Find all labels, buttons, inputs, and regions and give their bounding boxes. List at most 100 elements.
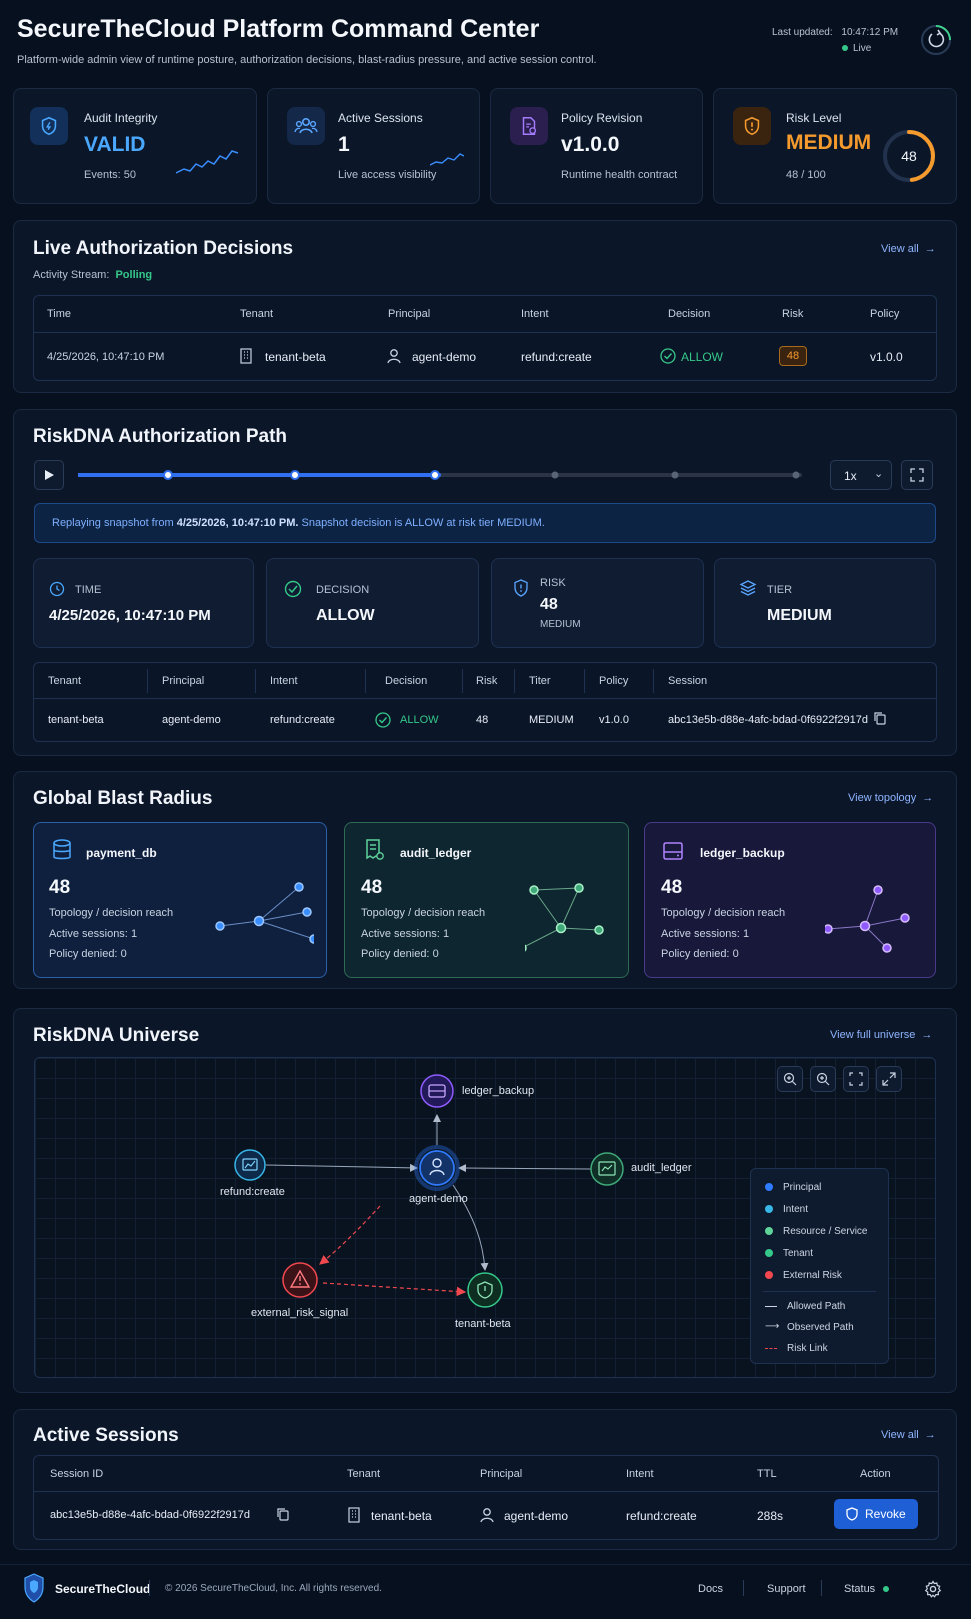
table-row[interactable]: abc13e5b-d88e-4afc-bdad-0f6922f2917d ten… xyxy=(34,1492,938,1540)
denied-label: Policy denied: xyxy=(661,948,730,960)
col-tier: Titer xyxy=(529,675,551,687)
cell-policy: v1.0.0 xyxy=(870,350,903,364)
shield-bolt-icon xyxy=(30,107,68,145)
stat-sub: MEDIUM xyxy=(540,619,581,630)
col-session-id: Session ID xyxy=(50,1468,104,1480)
stat-decision: DECISION ALLOW xyxy=(266,558,479,648)
table-row[interactable]: tenant-beta agent-demo refund:create ALL… xyxy=(34,699,936,742)
play-icon xyxy=(45,470,54,480)
fullscreen-button[interactable] xyxy=(901,460,933,490)
col-risk: Risk xyxy=(782,308,804,320)
cell-intent: refund:create xyxy=(521,350,592,364)
blast-value: 48 xyxy=(49,877,71,898)
legend-label: Principal xyxy=(783,1182,822,1193)
node-label-ledger-backup[interactable]: ledger_backup xyxy=(462,1085,535,1097)
stat-label: TIER xyxy=(767,584,793,596)
footer-docs-link[interactable]: Docs xyxy=(698,1583,724,1595)
blast-denied: Policy denied: 0 xyxy=(661,948,739,960)
col-decision: Decision xyxy=(668,308,711,320)
kpi-risk-level[interactable]: Risk Level MEDIUM 48 / 100 48 xyxy=(713,88,957,204)
copy-session-button[interactable] xyxy=(873,711,889,727)
replay-timeline[interactable] xyxy=(78,465,820,485)
blast-card-payment-db[interactable]: payment_db 48 Topology / decision reach … xyxy=(33,822,327,978)
denied-value: 0 xyxy=(120,948,127,960)
sparkline-sessions xyxy=(430,153,464,166)
cell-tenant: tenant-beta xyxy=(48,714,104,726)
arrow-right-icon: → xyxy=(924,1429,936,1441)
user-icon xyxy=(387,349,401,364)
blast-card-ledger-backup[interactable]: ledger_backup 48 Topology / decision rea… xyxy=(644,822,936,978)
denied-value: 0 xyxy=(732,948,739,960)
node-label-agent-demo[interactable]: agent-demo xyxy=(409,1193,468,1205)
mini-topology-graph xyxy=(215,882,314,944)
revoke-label: Revoke xyxy=(865,1507,906,1521)
col-session: Session xyxy=(668,675,708,687)
col-decision: Decision xyxy=(385,675,428,687)
building-icon xyxy=(240,348,252,364)
line-dashed-icon xyxy=(765,1347,777,1349)
timeline-step xyxy=(430,470,440,480)
kpi-value: 1 xyxy=(338,133,350,156)
policy-doc-icon xyxy=(510,107,548,145)
risk-badge: 48 xyxy=(779,346,807,366)
expand-diagonal-icon xyxy=(882,1072,896,1086)
node-label-external-risk[interactable]: external_risk_signal xyxy=(251,1307,349,1319)
expand-universe-button[interactable] xyxy=(876,1066,902,1092)
col-risk: Risk xyxy=(476,675,498,687)
view-full-universe-link[interactable]: View full universe → xyxy=(830,1029,932,1041)
footer-support-link[interactable]: Support xyxy=(767,1583,806,1595)
node-label-tenant-beta[interactable]: tenant-beta xyxy=(455,1318,511,1330)
divider xyxy=(821,1580,822,1596)
section-title: Global Blast Radius xyxy=(33,788,213,809)
shield-alert-icon xyxy=(514,579,528,597)
node-label-refund-create[interactable]: refund:create xyxy=(220,1186,285,1198)
play-button[interactable] xyxy=(34,460,64,490)
universe-canvas[interactable]: ledger_backup refund:create agent-demo a… xyxy=(34,1057,936,1378)
blast-name: payment_db xyxy=(86,846,157,860)
shield-alert-icon xyxy=(733,107,771,145)
stat-label: TIME xyxy=(75,584,102,596)
view-topology-link[interactable]: View topology → xyxy=(848,792,933,804)
cell-tenant: tenant-beta xyxy=(265,350,326,364)
legend-dot xyxy=(765,1271,773,1280)
fit-view-button[interactable] xyxy=(843,1066,869,1092)
kpi-policy-revision[interactable]: Policy Revision v1.0.0 Runtime health co… xyxy=(490,88,703,204)
stat-tier: TIER MEDIUM xyxy=(714,558,936,648)
blast-value: 48 xyxy=(361,877,383,898)
footer-copyright: © 2026 SecureTheCloud, Inc. All rights r… xyxy=(165,1583,382,1594)
arrow-right-icon: → xyxy=(922,792,934,804)
status-label: Status xyxy=(844,1583,876,1595)
node-label-audit-ledger[interactable]: audit_ledger xyxy=(631,1162,692,1174)
legend-external: External Risk xyxy=(765,1270,842,1281)
divider xyxy=(743,1580,744,1596)
kpi-audit-integrity[interactable]: Audit Integrity VALID Events: 50 xyxy=(13,88,257,204)
active-sessions-panel: Active Sessions View all → Session ID Ten… xyxy=(13,1409,957,1550)
zoom-in-button[interactable] xyxy=(777,1066,803,1092)
settings-button[interactable] xyxy=(924,1580,942,1598)
live-label: Live xyxy=(853,43,872,54)
cell-session: abc13e5b-d88e-4afc-bdad-0f6922f2917d xyxy=(668,714,868,726)
speed-select[interactable]: 1x ⌄ xyxy=(830,460,892,490)
timeline-step xyxy=(551,471,559,479)
refresh-button[interactable] xyxy=(920,24,952,56)
revoke-button[interactable]: Revoke xyxy=(834,1499,918,1529)
kpi-active-sessions[interactable]: Active Sessions 1 Live access visibility xyxy=(267,88,480,204)
blast-value: 48 xyxy=(661,877,683,898)
blast-denied: Policy denied: 0 xyxy=(49,948,127,960)
sessions-view-all-link[interactable]: View all → xyxy=(881,1429,936,1441)
decisions-view-all-link[interactable]: View all → xyxy=(881,243,936,255)
check-circle-icon xyxy=(284,580,302,598)
zoom-out-button[interactable] xyxy=(810,1066,836,1092)
section-title: Live Authorization Decisions xyxy=(33,238,294,259)
table-row[interactable]: 4/25/2026, 10:47:10 PM tenant-beta agent… xyxy=(34,333,936,381)
mini-topology-graph xyxy=(525,883,604,952)
activity-stream: Activity Stream: Polling xyxy=(33,269,152,281)
kpi-label: Active Sessions xyxy=(338,111,423,125)
copy-icon xyxy=(874,712,886,725)
divider xyxy=(34,332,936,333)
legend-dot xyxy=(765,1227,773,1236)
footer-status-link[interactable]: Status xyxy=(844,1583,890,1595)
building-icon xyxy=(348,1507,360,1523)
copy-session-button[interactable] xyxy=(276,1507,292,1523)
blast-card-audit-ledger[interactable]: audit_ledger 48 Topology / decision reac… xyxy=(344,822,629,978)
